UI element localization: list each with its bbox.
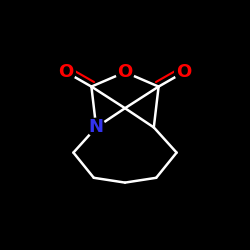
Circle shape [57,63,75,81]
Text: O: O [58,63,74,81]
Text: O: O [176,63,192,81]
Circle shape [87,118,105,137]
Text: N: N [89,118,104,136]
Circle shape [116,63,134,81]
Text: O: O [118,63,132,81]
Circle shape [175,63,193,81]
